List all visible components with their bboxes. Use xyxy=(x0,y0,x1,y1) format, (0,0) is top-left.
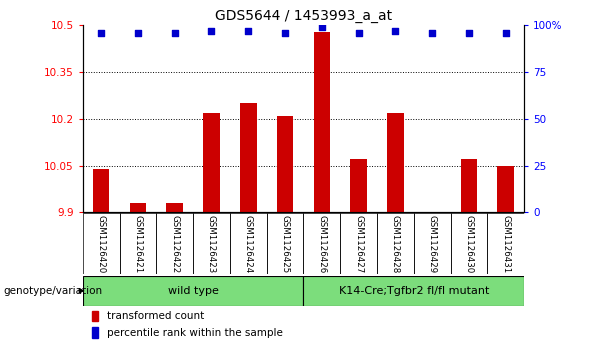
Point xyxy=(96,30,106,36)
Bar xyxy=(93,169,110,212)
Bar xyxy=(91,311,97,321)
Bar xyxy=(130,203,147,212)
Text: GSM1126425: GSM1126425 xyxy=(281,215,289,273)
Bar xyxy=(487,213,524,274)
Point xyxy=(133,30,143,36)
Text: GSM1126420: GSM1126420 xyxy=(97,215,105,273)
Bar xyxy=(267,213,303,274)
Point xyxy=(207,28,216,34)
Bar xyxy=(451,213,487,274)
Bar xyxy=(240,103,257,212)
Bar xyxy=(414,213,451,274)
Bar xyxy=(351,159,367,212)
Text: GSM1126423: GSM1126423 xyxy=(207,215,216,273)
Point xyxy=(464,30,474,36)
Text: GSM1126422: GSM1126422 xyxy=(170,215,179,273)
Text: percentile rank within the sample: percentile rank within the sample xyxy=(107,327,283,338)
Bar xyxy=(377,213,414,274)
Point xyxy=(280,30,290,36)
Bar xyxy=(83,213,120,274)
Text: transformed count: transformed count xyxy=(107,311,204,321)
Text: GSM1126430: GSM1126430 xyxy=(465,215,473,273)
Bar xyxy=(303,213,340,274)
Bar xyxy=(277,116,293,212)
Bar xyxy=(83,276,303,306)
Text: GSM1126429: GSM1126429 xyxy=(428,215,436,273)
Bar xyxy=(193,213,230,274)
Point xyxy=(170,30,180,36)
Bar xyxy=(91,327,97,338)
Text: wild type: wild type xyxy=(168,286,218,296)
Bar xyxy=(340,213,377,274)
Point xyxy=(354,30,364,36)
Text: GSM1126421: GSM1126421 xyxy=(134,215,142,273)
Title: GDS5644 / 1453993_a_at: GDS5644 / 1453993_a_at xyxy=(215,9,392,23)
Text: GSM1126426: GSM1126426 xyxy=(318,215,326,273)
Point xyxy=(243,28,253,34)
Text: genotype/variation: genotype/variation xyxy=(3,286,102,296)
Point xyxy=(390,28,400,34)
Bar xyxy=(498,166,514,212)
Text: GSM1126427: GSM1126427 xyxy=(354,215,363,273)
Bar xyxy=(156,213,193,274)
Text: GSM1126428: GSM1126428 xyxy=(391,215,400,273)
Text: GSM1126431: GSM1126431 xyxy=(501,215,510,273)
Bar xyxy=(230,213,267,274)
Text: K14-Cre;Tgfbr2 fl/fl mutant: K14-Cre;Tgfbr2 fl/fl mutant xyxy=(338,286,489,296)
Point xyxy=(427,30,437,36)
Bar xyxy=(387,113,404,212)
Bar xyxy=(303,276,524,306)
Bar xyxy=(314,32,330,212)
Bar xyxy=(461,159,478,212)
Point xyxy=(317,24,327,30)
Point xyxy=(501,30,511,36)
Text: GSM1126424: GSM1126424 xyxy=(244,215,253,273)
Bar xyxy=(120,213,156,274)
Bar xyxy=(204,113,220,212)
Bar xyxy=(167,203,183,212)
